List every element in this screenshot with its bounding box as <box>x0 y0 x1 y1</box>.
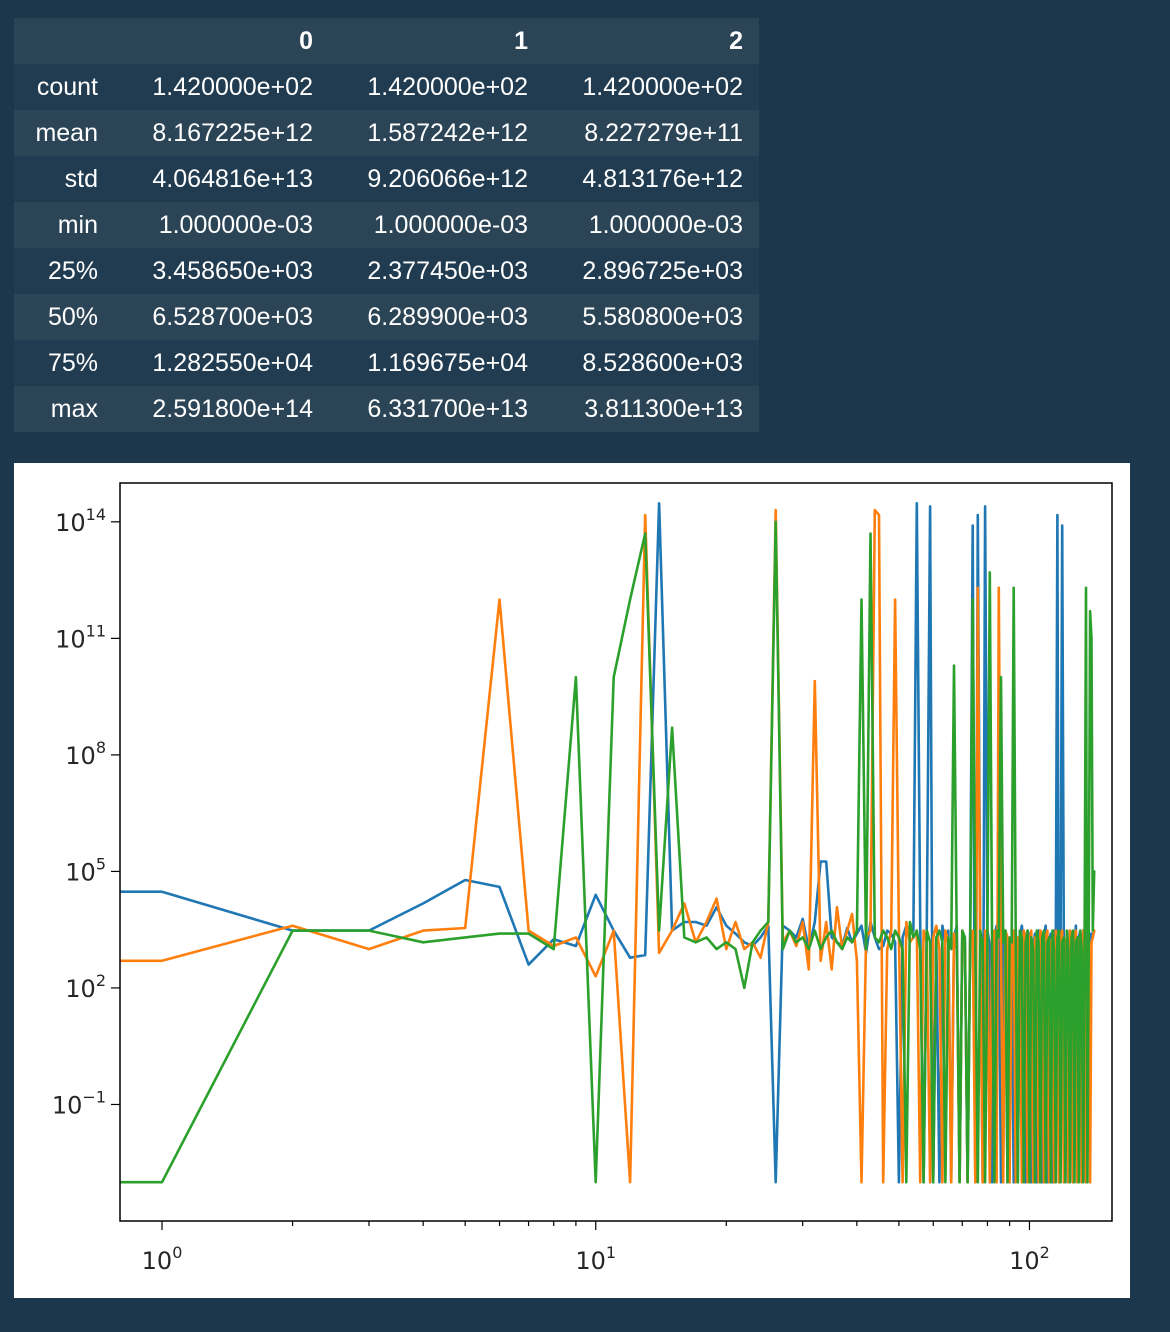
table-row: max 2.591800e+14 6.331700e+13 3.811300e+… <box>14 386 759 432</box>
table-cell: 8.227279e+11 <box>584 118 743 147</box>
table-row: 25% 3.458650e+03 2.377450e+03 2.896725e+… <box>14 248 759 294</box>
column-header: 0 <box>114 18 329 64</box>
table-cell: 2.377450e+03 <box>367 256 528 285</box>
row-label: 50% <box>47 302 98 331</box>
x-tick-label: 100 <box>142 1243 183 1275</box>
row-label: 25% <box>47 256 98 285</box>
table-row: std 4.064816e+13 9.206066e+12 4.813176e+… <box>14 156 759 202</box>
column-header <box>14 18 114 64</box>
table-row: 50% 6.528700e+03 6.289900e+03 5.580800e+… <box>14 294 759 340</box>
series-line-2 <box>120 520 1096 1184</box>
column-header: 2 <box>544 18 759 64</box>
row-label: count <box>36 72 98 101</box>
table-cell: 9.206066e+12 <box>367 164 528 193</box>
table-row: min 1.000000e-03 1.000000e-03 1.000000e-… <box>14 202 759 248</box>
x-axis: 100 101 102 <box>142 1221 1050 1275</box>
line-chart: 100 101 102 10−1 102 105 108 1011 1014 <box>52 482 1113 1275</box>
table-body: count 1.420000e+02 1.420000e+02 1.420000… <box>14 64 759 432</box>
row-label: max <box>50 394 98 423</box>
table-cell: 1.282550e+04 <box>152 348 313 377</box>
table-cell: 1.587242e+12 <box>367 118 528 147</box>
table-cell: 6.528700e+03 <box>152 302 313 331</box>
row-label: mean <box>35 118 98 147</box>
table-row: 75% 1.282550e+04 1.169675e+04 8.528600e+… <box>14 340 759 386</box>
table-cell: 2.591800e+14 <box>152 394 313 423</box>
table-cell: 1.000000e-03 <box>588 210 743 239</box>
row-label: min <box>57 210 98 239</box>
y-tick-label: 1011 <box>55 621 106 653</box>
y-axis: 10−1 102 105 108 1011 1014 <box>52 505 120 1119</box>
table-cell: 6.289900e+03 <box>367 302 528 331</box>
table-cell: 1.000000e-03 <box>373 210 528 239</box>
y-tick-label: 10−1 <box>52 1087 106 1119</box>
row-label: 75% <box>47 348 98 377</box>
table-cell: 1.420000e+02 <box>582 72 743 101</box>
column-header: 1 <box>329 18 544 64</box>
row-label: std <box>64 164 98 193</box>
y-tick-label: 108 <box>65 738 106 770</box>
chart-figure: 100 101 102 10−1 102 105 108 1011 1014 <box>14 463 1130 1298</box>
table-cell: 1.169675e+04 <box>367 348 528 377</box>
table-cell: 8.167225e+12 <box>152 118 313 147</box>
table-cell: 4.813176e+12 <box>582 164 743 193</box>
table-header-row: 0 1 2 <box>14 18 759 64</box>
describe-table: 0 1 2 count 1.420000e+02 1.420000e+02 1.… <box>14 18 759 432</box>
table-cell: 3.811300e+13 <box>584 394 743 423</box>
table-cell: 6.331700e+13 <box>367 394 528 423</box>
table-cell: 1.420000e+02 <box>152 72 313 101</box>
y-tick-label: 1014 <box>55 505 106 537</box>
table-cell: 1.420000e+02 <box>367 72 528 101</box>
x-tick-label: 101 <box>575 1243 616 1275</box>
table-cell: 3.458650e+03 <box>152 256 313 285</box>
table-cell: 1.000000e-03 <box>158 210 313 239</box>
table-cell: 5.580800e+03 <box>582 302 743 331</box>
y-tick-label: 102 <box>65 971 106 1003</box>
x-tick-label: 102 <box>1009 1243 1050 1275</box>
table-row: count 1.420000e+02 1.420000e+02 1.420000… <box>14 64 759 110</box>
table-cell: 8.528600e+03 <box>582 348 743 377</box>
table-cell: 4.064816e+13 <box>152 164 313 193</box>
plot-frame <box>119 482 1113 1222</box>
table-cell: 2.896725e+03 <box>582 256 743 285</box>
table-row: mean 8.167225e+12 1.587242e+12 8.227279e… <box>14 110 759 156</box>
y-tick-label: 105 <box>65 854 106 886</box>
series-layer <box>120 501 1096 1184</box>
